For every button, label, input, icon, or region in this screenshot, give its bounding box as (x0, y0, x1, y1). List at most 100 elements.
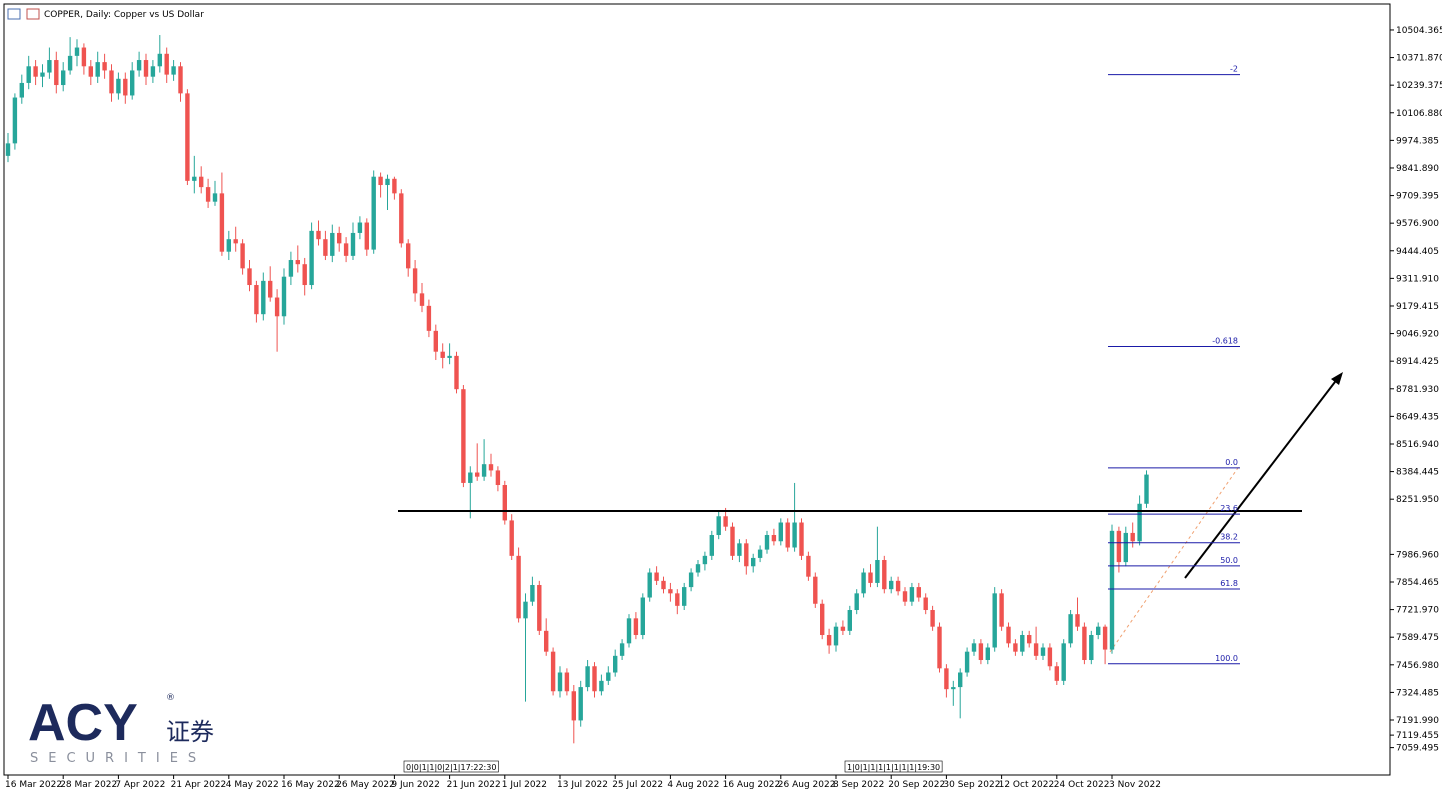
candle-body (509, 520, 514, 556)
x-tick-label: 25 Jul 2022 (612, 780, 663, 790)
candle-body (833, 626, 839, 646)
x-tick-label: 7 Apr 2022 (115, 780, 165, 790)
x-tick-label: 24 Oct 2022 (1054, 780, 1110, 790)
candle-body (578, 687, 583, 721)
candle-body (764, 535, 770, 550)
fib-label: 23.6 (1220, 504, 1238, 513)
candle-body (1027, 635, 1032, 644)
candle-body (737, 543, 742, 556)
candle-body (1054, 666, 1059, 681)
candle-body (1109, 530, 1115, 650)
candle-body (668, 589, 673, 594)
arrow (1184, 377, 1339, 579)
candle-body (964, 651, 970, 673)
candle-body (274, 297, 280, 317)
x-tick-label: 9 Jun 2022 (391, 780, 439, 790)
candle-body (323, 239, 328, 256)
candle-body (240, 243, 245, 269)
candle-body (882, 560, 887, 590)
candle-body (447, 355, 452, 358)
x-tick-label: 3 Nov 2022 (1109, 780, 1161, 790)
candle-body (937, 626, 942, 669)
candle-body (847, 610, 852, 631)
candle-body (1082, 626, 1087, 661)
candle-body (316, 230, 321, 240)
y-tick-label: 7324.485 (1396, 688, 1439, 698)
candle-body (999, 593, 1004, 627)
candle-body (992, 593, 997, 648)
y-tick-label: 8649.435 (1396, 412, 1439, 422)
candle-body (481, 464, 487, 477)
candle-body (371, 176, 376, 250)
fib-label: -2 (1230, 65, 1238, 74)
candle-body (461, 389, 466, 483)
candle-body (468, 472, 473, 483)
candle-body (751, 557, 756, 567)
x-tick-label: 26 Aug 2022 (778, 780, 836, 790)
candle-body (268, 280, 273, 298)
y-tick-label: 9709.395 (1396, 192, 1439, 202)
y-tick-label: 8251.950 (1396, 495, 1439, 505)
candle-body (440, 351, 445, 358)
candle-body (958, 672, 963, 688)
marker: 0|0|1|1|0|2|1|17:22:30 (403, 760, 499, 773)
candle-body (385, 178, 390, 186)
candle-body (233, 239, 238, 244)
fib-label: 100.0 (1215, 654, 1238, 663)
fib-label: 61.8 (1220, 579, 1238, 588)
y-tick-label: 9841.890 (1396, 164, 1439, 174)
candle-body (633, 618, 639, 636)
candle-body (1116, 530, 1122, 563)
candle-body (109, 70, 114, 94)
candle-body (219, 193, 225, 252)
candle-body (302, 264, 307, 286)
y-tick-label: 7854.465 (1396, 578, 1439, 588)
candle-body (861, 572, 866, 594)
icon (7, 8, 21, 20)
icon (26, 8, 40, 20)
candle-body (74, 47, 80, 56)
candle-body (647, 572, 652, 598)
candle-body (1130, 532, 1135, 542)
candle-body (136, 60, 142, 71)
candle-body (895, 580, 901, 592)
candle-body (592, 666, 597, 692)
marker-box (844, 760, 943, 773)
candle-body (675, 593, 680, 606)
candle-body (495, 470, 501, 486)
candle-body (343, 243, 349, 256)
candle-body (288, 260, 294, 277)
candle-body (1068, 614, 1073, 644)
candle-body (571, 691, 576, 721)
candle-body (454, 355, 459, 390)
x-tick-label: 13 Jul 2022 (557, 780, 608, 790)
candle-body (709, 535, 714, 556)
candle-body (889, 580, 894, 590)
y-tick-label: 10106.880 (1396, 109, 1442, 119)
fib-label: 38.2 (1220, 533, 1238, 542)
candle-body (1075, 614, 1080, 627)
candle-body (81, 47, 87, 67)
candle-body (254, 285, 259, 315)
candle-body (654, 572, 659, 581)
candle-body (95, 62, 100, 77)
candle-body (923, 597, 928, 611)
candle-body (640, 597, 645, 636)
candle-body (392, 178, 397, 194)
candle-body (337, 232, 342, 244)
candle-body (406, 243, 411, 269)
candle-body (792, 522, 797, 548)
candle-body (688, 572, 694, 588)
marker-box (403, 760, 499, 773)
marker: 1|0|1|1|1|1|1|1|1|19:30 (844, 760, 943, 773)
x-tick-label: 16 May 2022 (281, 780, 340, 790)
candle-body (116, 78, 121, 94)
x-tick-label: 21 Jun 2022 (447, 780, 501, 790)
candle-body (54, 60, 59, 86)
candle-body (185, 93, 190, 181)
candle-body (854, 593, 859, 611)
candle-body (164, 53, 169, 75)
candle-body (613, 655, 618, 673)
arrow-head (1331, 372, 1343, 385)
candle-body (971, 643, 977, 652)
